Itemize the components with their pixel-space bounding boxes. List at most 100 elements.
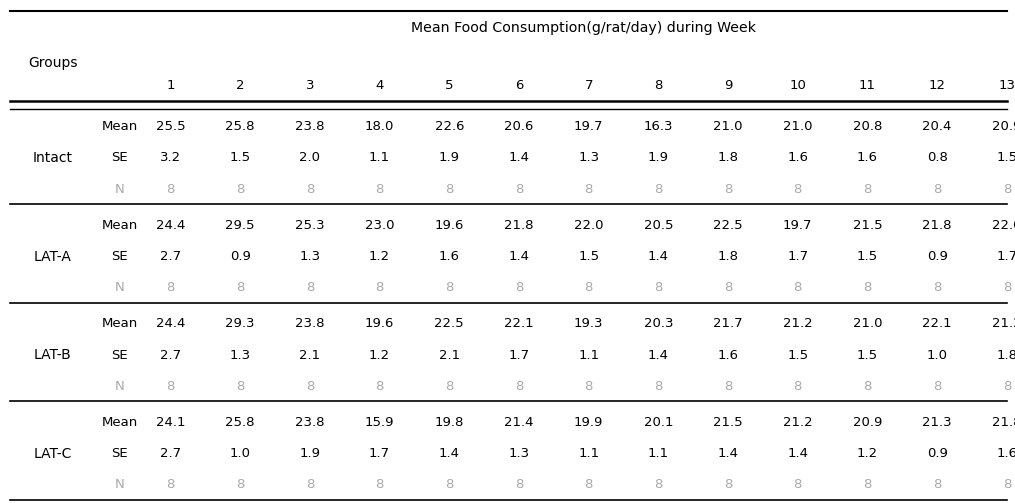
Text: 8: 8	[724, 281, 732, 294]
Text: 25.8: 25.8	[225, 416, 255, 429]
Text: 20.9: 20.9	[853, 416, 882, 429]
Text: 1.4: 1.4	[648, 250, 669, 263]
Text: 23.0: 23.0	[364, 219, 395, 232]
Text: 19.7: 19.7	[573, 120, 604, 133]
Text: 21.8: 21.8	[992, 416, 1015, 429]
Text: 1.1: 1.1	[579, 349, 599, 362]
Text: 19.7: 19.7	[783, 219, 813, 232]
Text: 20.4: 20.4	[923, 120, 952, 133]
Text: 25.3: 25.3	[295, 219, 325, 232]
Text: 21.5: 21.5	[853, 219, 882, 232]
Text: 20.1: 20.1	[644, 416, 673, 429]
Text: 21.0: 21.0	[783, 120, 813, 133]
Text: 24.4: 24.4	[156, 317, 185, 330]
Text: 2.7: 2.7	[160, 447, 181, 460]
Text: 8: 8	[585, 281, 593, 294]
Text: 1.5: 1.5	[788, 349, 808, 362]
Text: 2.7: 2.7	[160, 349, 181, 362]
Text: 21.8: 21.8	[504, 219, 534, 232]
Text: 1.6: 1.6	[718, 349, 739, 362]
Text: 1.9: 1.9	[299, 447, 321, 460]
Text: 21.5: 21.5	[714, 416, 743, 429]
Text: 8: 8	[585, 478, 593, 491]
Text: SE: SE	[112, 151, 128, 164]
Text: 8: 8	[446, 478, 454, 491]
Text: 8: 8	[933, 183, 941, 196]
Text: 1.5: 1.5	[857, 349, 878, 362]
Text: 1.4: 1.4	[648, 349, 669, 362]
Text: 1.5: 1.5	[857, 250, 878, 263]
Text: N: N	[115, 380, 125, 393]
Text: 8: 8	[724, 478, 732, 491]
Text: 22.1: 22.1	[504, 317, 534, 330]
Text: 8: 8	[1003, 183, 1011, 196]
Text: 1.8: 1.8	[718, 151, 739, 164]
Text: 15.9: 15.9	[364, 416, 395, 429]
Text: 1.6: 1.6	[788, 151, 808, 164]
Text: 1.7: 1.7	[369, 447, 390, 460]
Text: 23.8: 23.8	[295, 120, 325, 133]
Text: 1.0: 1.0	[229, 447, 251, 460]
Text: 8: 8	[515, 380, 523, 393]
Text: 8: 8	[655, 380, 663, 393]
Text: 8: 8	[655, 281, 663, 294]
Text: 22.1: 22.1	[923, 317, 952, 330]
Text: 21.0: 21.0	[853, 317, 882, 330]
Text: 8: 8	[515, 183, 523, 196]
Text: 4: 4	[376, 79, 384, 92]
Text: 8: 8	[933, 380, 941, 393]
Text: 8: 8	[794, 380, 802, 393]
Text: 22.0: 22.0	[573, 219, 604, 232]
Text: 21.4: 21.4	[504, 416, 534, 429]
Text: Mean: Mean	[102, 416, 138, 429]
Text: 8: 8	[794, 281, 802, 294]
Text: 21.2: 21.2	[992, 317, 1015, 330]
Text: 1.8: 1.8	[718, 250, 739, 263]
Text: 29.3: 29.3	[225, 317, 255, 330]
Text: 0.8: 0.8	[927, 151, 948, 164]
Text: 1.3: 1.3	[579, 151, 599, 164]
Text: 1.9: 1.9	[438, 151, 460, 164]
Text: 1.3: 1.3	[229, 349, 251, 362]
Text: 1.7: 1.7	[509, 349, 530, 362]
Text: 1.4: 1.4	[438, 447, 460, 460]
Text: 0.9: 0.9	[927, 250, 948, 263]
Text: 1.7: 1.7	[997, 250, 1015, 263]
Text: 19.6: 19.6	[434, 219, 464, 232]
Text: 21.8: 21.8	[923, 219, 952, 232]
Text: 21.3: 21.3	[923, 416, 952, 429]
Text: 18.0: 18.0	[365, 120, 394, 133]
Text: 1.4: 1.4	[509, 250, 530, 263]
Text: 8: 8	[306, 183, 314, 196]
Text: Groups: Groups	[28, 56, 77, 70]
Text: 22.0: 22.0	[992, 219, 1015, 232]
Text: Mean Food Consumption(g/rat/day) during Week: Mean Food Consumption(g/rat/day) during …	[411, 21, 756, 35]
Text: 2.0: 2.0	[299, 151, 321, 164]
Text: 1.1: 1.1	[369, 151, 390, 164]
Text: 8: 8	[933, 478, 941, 491]
Text: 1.6: 1.6	[997, 447, 1015, 460]
Text: 1.2: 1.2	[369, 349, 390, 362]
Text: 21.0: 21.0	[714, 120, 743, 133]
Text: 29.5: 29.5	[225, 219, 255, 232]
Text: 5: 5	[445, 79, 454, 92]
Text: 1.4: 1.4	[509, 151, 530, 164]
Text: 19.6: 19.6	[365, 317, 394, 330]
Text: 3: 3	[306, 79, 315, 92]
Text: 0.9: 0.9	[927, 447, 948, 460]
Text: 20.5: 20.5	[644, 219, 673, 232]
Text: 8: 8	[306, 478, 314, 491]
Text: 8: 8	[236, 183, 245, 196]
Text: Intact: Intact	[32, 151, 73, 165]
Text: 19.3: 19.3	[573, 317, 604, 330]
Text: 8: 8	[515, 478, 523, 491]
Text: 8: 8	[1003, 281, 1011, 294]
Text: 2.1: 2.1	[299, 349, 321, 362]
Text: 2.7: 2.7	[160, 250, 181, 263]
Text: 8: 8	[724, 380, 732, 393]
Text: 8: 8	[864, 478, 872, 491]
Text: 1.9: 1.9	[648, 151, 669, 164]
Text: SE: SE	[112, 349, 128, 362]
Text: 8: 8	[1003, 478, 1011, 491]
Text: 1.7: 1.7	[788, 250, 808, 263]
